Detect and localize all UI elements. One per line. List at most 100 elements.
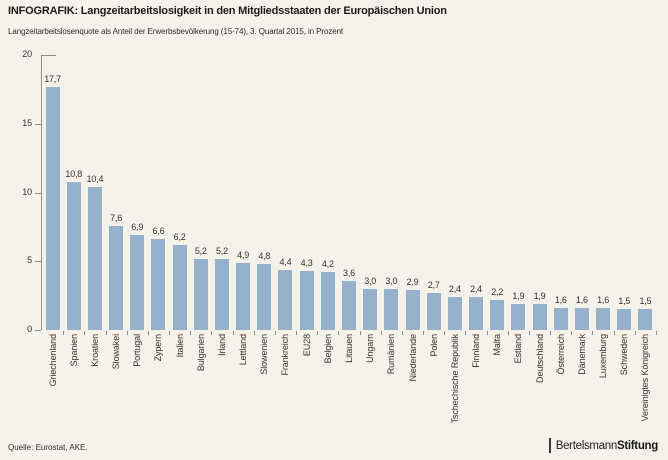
bar-value-label: 1,6: [575, 295, 588, 305]
x-axis-tick: [401, 331, 403, 335]
x-axis-tick: [507, 331, 509, 335]
x-axis-tick: [190, 331, 192, 335]
bar: [617, 309, 632, 330]
x-axis-label: Irland: [216, 334, 227, 356]
x-axis-tick: [147, 331, 149, 335]
page-title: INFOGRAFIK: Langzeitarbeitslosigkeit in …: [8, 5, 447, 17]
bar-value-label: 1,9: [533, 290, 546, 301]
bar: [236, 262, 251, 330]
bar: [469, 297, 484, 330]
x-axis-tick: [613, 331, 615, 335]
bar: [151, 239, 166, 330]
bar: [130, 235, 145, 330]
x-axis-label: Malta: [492, 334, 503, 356]
x-axis-label: Zypern: [153, 334, 164, 362]
x-axis-label: Litauen: [344, 334, 354, 363]
y-axis-tick: [35, 123, 41, 125]
x-axis-label: Slowakei: [111, 334, 122, 370]
x-axis-label: Belgien: [322, 334, 333, 364]
x-axis-label: Portugal: [132, 334, 143, 367]
x-axis-label: Kroatien: [89, 334, 100, 367]
x-axis-label: Vereinigtes Königreich: [640, 334, 651, 422]
y-axis-tick: [35, 261, 41, 263]
bar-value-label: 2,4: [470, 284, 482, 294]
bar: [426, 292, 441, 330]
x-axis-tick: [465, 331, 467, 335]
x-axis-tick: [592, 331, 594, 335]
x-axis-tick: [253, 331, 255, 335]
bar: [596, 308, 611, 330]
bar: [447, 297, 462, 330]
logo-divider: [548, 438, 551, 453]
bar: [363, 288, 378, 330]
x-axis-label: Luxemburg: [598, 334, 609, 379]
x-axis-tick: [444, 331, 446, 335]
bar-value-label: 3,6: [343, 267, 355, 278]
x-axis-label: Niederlande: [407, 334, 418, 382]
bar: [87, 187, 102, 330]
x-axis-tick: [359, 331, 361, 335]
x-axis-label: Dänemark: [576, 334, 587, 375]
y-axis-tick-label: 10: [22, 186, 32, 197]
bar: [257, 264, 272, 330]
bar: [532, 303, 547, 330]
logo-text: BertelsmannStiftung: [555, 439, 659, 452]
x-axis-tick: [232, 331, 234, 335]
bar-value-label: 4,3: [300, 257, 313, 268]
x-axis-label: Ungarn: [365, 334, 376, 363]
bar-value-label: 6,6: [152, 226, 165, 237]
logo-text-bold: Stiftung: [616, 439, 658, 452]
x-axis-tick: [634, 331, 636, 335]
bar-value-label: 4,8: [258, 251, 271, 261]
bar: [299, 270, 314, 330]
bar-value-label: 1,6: [597, 295, 610, 305]
bar-value-label: 1,6: [554, 295, 567, 305]
x-axis-label: Griechenland: [47, 334, 58, 387]
x-axis-label: Estland: [513, 334, 524, 364]
bertelsmann-logo: BertelsmannStiftung: [548, 438, 659, 453]
bar: [405, 290, 420, 330]
logo-text-regular: Bertelsmann: [555, 439, 618, 452]
x-axis-tick: [274, 331, 276, 335]
bar: [214, 258, 229, 330]
x-axis-label: Slowenien: [259, 334, 270, 375]
bar: [638, 309, 653, 330]
x-axis-label: Rumänien: [386, 334, 397, 375]
bar: [278, 269, 293, 330]
x-axis-tick: [126, 331, 128, 335]
x-axis-label: Tschechische Republik: [449, 334, 460, 424]
y-axis-tick: [35, 192, 41, 194]
x-axis-tick: [84, 331, 86, 335]
bar-value-label: 2,9: [406, 277, 419, 288]
bar-value-label: 3,0: [385, 275, 398, 286]
bar: [384, 288, 399, 330]
x-axis-label: Polen: [428, 334, 439, 357]
bar: [109, 225, 124, 330]
bar: [66, 181, 81, 330]
bar: [574, 308, 589, 330]
bar: [193, 258, 208, 330]
bar-value-label: 4,4: [279, 256, 292, 267]
bar-value-label: 6,2: [173, 231, 186, 242]
x-axis-tick: [317, 331, 319, 335]
y-axis-tick-label: 5: [27, 255, 32, 266]
x-axis-tick: [63, 331, 65, 335]
y-axis-line: [41, 55, 42, 330]
bar-value-label: 6,9: [131, 222, 144, 233]
x-axis-tick: [211, 331, 213, 335]
source-note: Quelle: Eurostat, AKE.: [8, 443, 88, 452]
bar: [553, 308, 568, 330]
y-axis-tick-label: 15: [22, 117, 32, 128]
y-axis-tick: [42, 55, 56, 56]
bar-value-label: 2,7: [427, 279, 440, 290]
bar-value-label: 2,4: [448, 284, 461, 294]
bar-value-label: 17,7: [44, 73, 61, 84]
x-axis-label: Italien: [174, 334, 185, 358]
bar-value-label: 3,0: [364, 275, 377, 286]
x-axis-tick: [550, 331, 552, 335]
x-axis-label: Österreich: [555, 334, 566, 375]
x-axis-label: Spanien: [68, 334, 79, 367]
x-axis-tick: [571, 331, 573, 335]
x-axis-label: Frankreich: [280, 334, 291, 376]
